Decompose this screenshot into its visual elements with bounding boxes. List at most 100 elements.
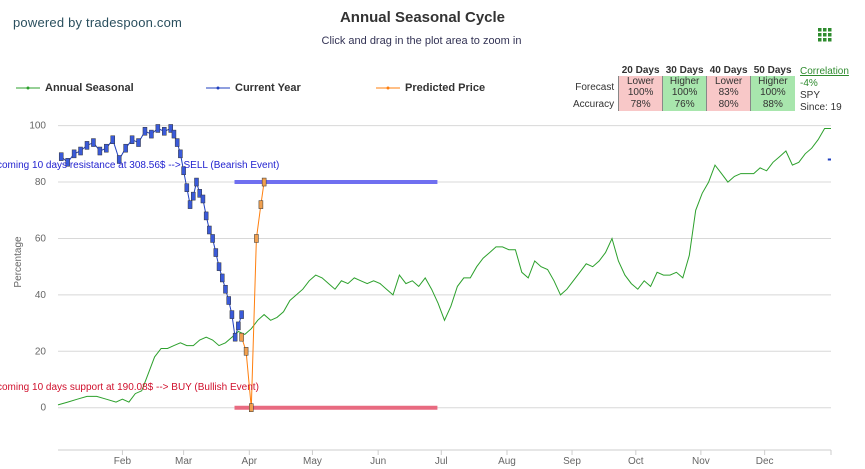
x-tick-label: Jun [370,456,386,467]
y-tick-label: 60 [35,233,47,244]
resistance-annotation: coming 10 days resistance at 308.56$ -->… [0,160,279,171]
predicted-price-candle [239,332,244,342]
y-tick-label: 40 [35,290,47,301]
legend-item-current-year[interactable]: Current Year [206,82,301,94]
current-year-candle [65,158,70,167]
current-year-candle [155,124,161,133]
x-tick-label: Nov [692,456,710,467]
predicted-price-candle [261,177,267,187]
x-tick-label: Mar [175,456,193,467]
level-lines [234,180,438,410]
stats-header: 20 Days [621,64,660,76]
chart-title: Annual Seasonal Cycle [339,9,506,26]
correlation-since: Since: 19 [800,102,842,113]
x-tick-label: May [303,456,322,467]
current-year-candle [229,310,235,319]
chart-subtitle: Click and drag in the plot area to zoom … [321,35,522,47]
accuracy-cell: 76% [662,98,707,111]
current-year-candle [187,200,193,209]
current-year-candle [239,310,244,319]
legend-line-icon [376,86,400,90]
x-tick-label: Dec [756,456,774,467]
current-year-candle [97,146,103,156]
current-year-candle [123,143,128,153]
predicted-price-candle [254,234,259,243]
stats-header: 40 Days [709,64,748,76]
forecast-cell: Higher 100% [662,76,707,98]
current-year-candle [104,143,109,153]
y-tick-label: 80 [35,177,47,188]
current-year-candle [116,155,122,164]
current-year-candle [210,234,215,243]
legend-item-annual-seasonal[interactable]: Annual Seasonal [16,82,134,94]
correlation-value: -4% [800,78,818,89]
legend-line-icon [16,86,40,90]
accuracy-row-label: Accuracy [573,99,615,110]
y-tick-label: 20 [35,346,47,357]
correlation-link[interactable]: Correlation [800,66,849,77]
current-year-candle [213,248,219,257]
predicted-price-candle [258,200,264,209]
forecast-cell: Lower 100% [618,76,663,98]
current-year-candle [84,141,90,150]
current-year-line [60,127,243,338]
current-year-candle [162,127,167,136]
forecast-row-label: Forecast [575,81,615,93]
current-year-candle [226,296,231,305]
y-axis-label: Percentage [13,236,24,288]
x-tick-label: Sep [563,456,581,467]
current-year-candle [216,262,222,271]
y-tick-label: 0 [40,403,46,414]
x-tick-label: Feb [114,456,132,467]
current-year-candle [184,183,190,192]
stats-header: 30 Days [665,64,704,76]
current-year-candle [78,146,83,156]
current-year-candle [110,135,116,144]
current-year-candle [149,129,154,139]
correlation-symbol: SPY [800,90,821,101]
accuracy-cell: 88% [750,98,795,111]
current-year-candle [71,149,77,159]
y-tick-label: 100 [29,121,46,132]
current-year-candle [136,138,141,147]
chart-grid [58,125,832,455]
x-tick-label: Apr [242,456,258,467]
current-year-candle [220,273,225,283]
support-annotation: coming 10 days support at 190.08$ --> BU… [0,382,259,393]
current-year-candle [203,211,209,221]
current-year-candle [129,135,135,144]
legend-item-predicted-price[interactable]: Predicted Price [376,82,485,94]
predicted-price-candle [249,403,254,412]
grid-menu-icon[interactable] [818,28,832,42]
current-year-candle [223,284,228,294]
legend-label: Predicted Price [405,82,486,94]
current-year-candle [91,138,96,147]
current-year-candle [171,129,177,139]
legend-line-icon [206,86,230,90]
current-year-candle [174,138,180,147]
axis-ticks: 0 20 40 60 80 100 Feb Mar Apr May Jun Jul Aug Sep Oct N… [29,121,773,467]
forecast-cell: Higher 100% [750,76,795,98]
correlation-panel: Correlation -4% SPY Since: 19 [800,66,849,114]
accuracy-cell: 78% [618,98,663,111]
stats-header: 50 Days [753,64,792,76]
predicted-price-candle [243,347,249,356]
current-year-candle [200,194,206,204]
current-year-candle [191,191,196,201]
x-tick-label: Jul [435,456,448,467]
powered-by-link[interactable]: powered by tradespoon.com [13,15,183,30]
x-tick-label: Oct [628,456,644,467]
current-year-candle [197,189,202,198]
current-year-candle [168,124,173,133]
current-year-candle [236,321,241,331]
accuracy-cell: 80% [706,98,751,111]
forecast-stats-table: 20 Days 30 Days 40 Days 50 Days Forecast… [573,64,795,111]
legend-label: Current Year [235,82,301,94]
legend-label: Annual Seasonal [45,82,134,94]
forecast-cell: Lower 83% [706,76,751,98]
current-year-candle [142,127,148,136]
chart-series [57,124,831,412]
x-tick-label: Aug [498,456,516,467]
current-year-candle [58,152,64,161]
